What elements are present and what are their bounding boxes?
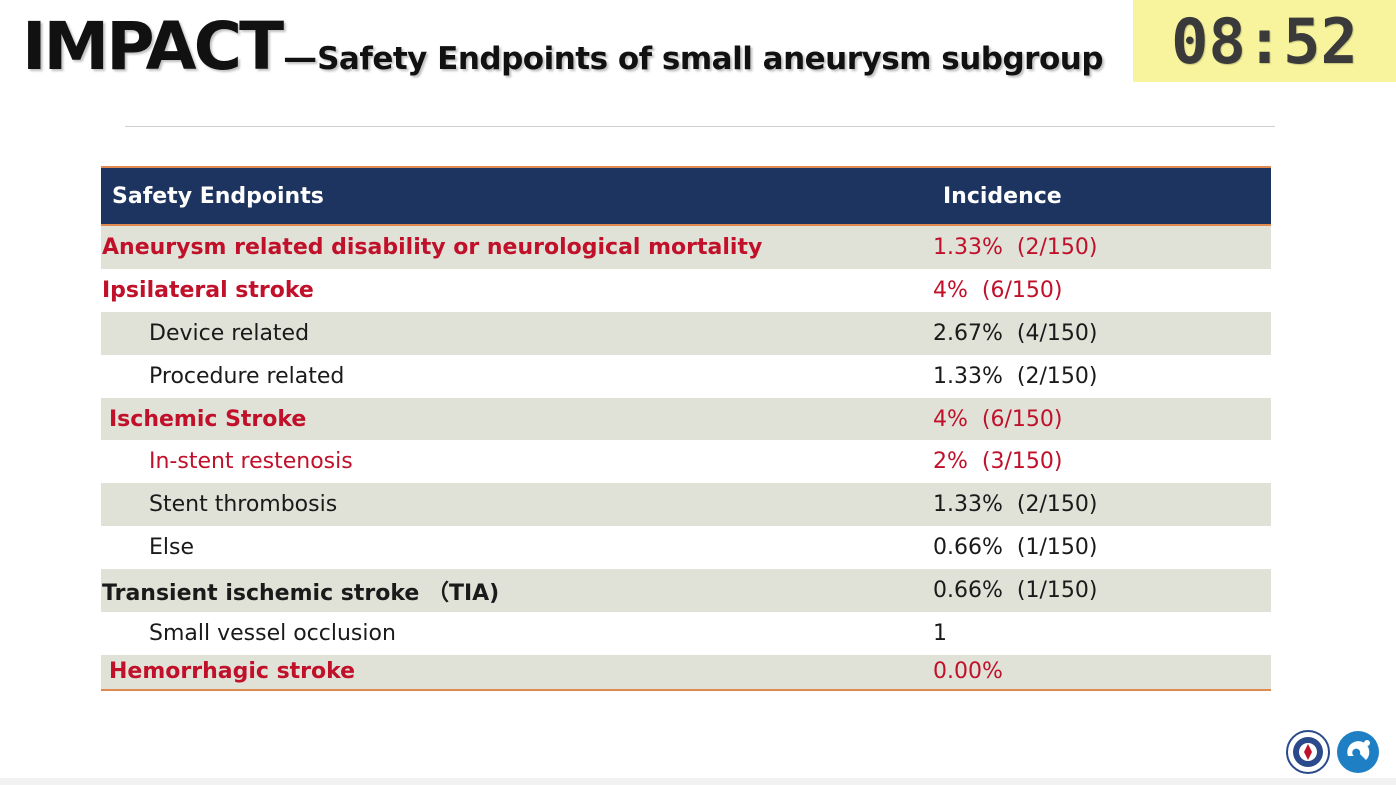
incidence-cell: 0.66% (1/150) bbox=[933, 578, 1098, 604]
table-row: Procedure related 1.33% (2/150) bbox=[101, 354, 1271, 398]
countdown-timer: 08:52 bbox=[1133, 0, 1396, 82]
endpoint-cell: Aneurysm related disability or neurologi… bbox=[102, 234, 763, 260]
header-safety-endpoints: Safety Endpoints bbox=[112, 183, 324, 209]
endpoint-cell: Stent thrombosis bbox=[149, 492, 338, 518]
endpoint-cell: Else bbox=[149, 535, 195, 561]
table-row: In-stent restenosis 2% (3/150) bbox=[101, 440, 1271, 484]
table-row: Ischemic Stroke 4% (6/150) bbox=[101, 397, 1271, 441]
incidence-cell: 1 bbox=[933, 620, 947, 646]
incidence-cell: 0.66% (1/150) bbox=[933, 535, 1098, 561]
table-row: Stent thrombosis 1.33% (2/150) bbox=[101, 483, 1271, 527]
incidence-cell: 1.33% (2/150) bbox=[933, 363, 1098, 389]
table-header: Safety Endpoints Incidence bbox=[101, 168, 1271, 226]
table-row: Device related 2.67% (4/150) bbox=[101, 311, 1271, 355]
incidence-cell: 1.33% (2/150) bbox=[933, 234, 1098, 260]
table-row: Aneurysm related disability or neurologi… bbox=[101, 226, 1271, 269]
divider-line bbox=[125, 126, 1275, 127]
endpoint-cell: Transient ischemic stroke （TIA) bbox=[102, 580, 500, 606]
table-body: Aneurysm related disability or neurologi… bbox=[101, 226, 1271, 689]
table-row: Else 0.66% (1/150) bbox=[101, 526, 1271, 570]
endpoint-cell: Small vessel occlusion bbox=[149, 620, 396, 646]
incidence-cell: 4% (6/150) bbox=[933, 277, 1063, 303]
title-dash: — bbox=[283, 38, 318, 78]
endpoint-cell: Device related bbox=[149, 320, 310, 346]
header-incidence: Incidence bbox=[943, 183, 1062, 209]
slide-title: IMPACT—Safety Endpoints of small aneurys… bbox=[22, 8, 1104, 85]
hospital-logo-icon bbox=[1336, 730, 1380, 774]
incidence-cell: 2.67% (4/150) bbox=[933, 320, 1098, 346]
table-row: Hemorrhagic stroke 0.00% bbox=[101, 654, 1271, 689]
endpoint-cell: Procedure related bbox=[149, 363, 345, 389]
endpoint-cell: In-stent restenosis bbox=[149, 449, 353, 475]
title-main: IMPACT bbox=[22, 8, 284, 85]
table-row: Transient ischemic stroke （TIA) 0.66% (1… bbox=[101, 569, 1271, 613]
endpoint-cell: Hemorrhagic stroke bbox=[109, 659, 356, 685]
logo-group bbox=[1286, 730, 1380, 774]
endpoint-cell: Ipsilateral stroke bbox=[102, 277, 314, 303]
incidence-cell: 1.33% (2/150) bbox=[933, 492, 1098, 518]
title-subtitle: Safety Endpoints of small aneurysm subgr… bbox=[317, 41, 1104, 77]
incidence-cell: 0.00% bbox=[933, 659, 1003, 685]
bottom-bar bbox=[0, 778, 1396, 785]
incidence-cell: 4% (6/150) bbox=[933, 406, 1063, 432]
incidence-cell: 2% (3/150) bbox=[933, 449, 1063, 475]
safety-endpoints-table: Safety Endpoints Incidence Aneurysm rela… bbox=[101, 166, 1271, 691]
university-seal-icon bbox=[1286, 730, 1330, 774]
endpoint-cell: Ischemic Stroke bbox=[109, 406, 307, 432]
table-row: Small vessel occlusion 1 bbox=[101, 612, 1271, 655]
table-row: Ipsilateral stroke 4% (6/150) bbox=[101, 268, 1271, 312]
